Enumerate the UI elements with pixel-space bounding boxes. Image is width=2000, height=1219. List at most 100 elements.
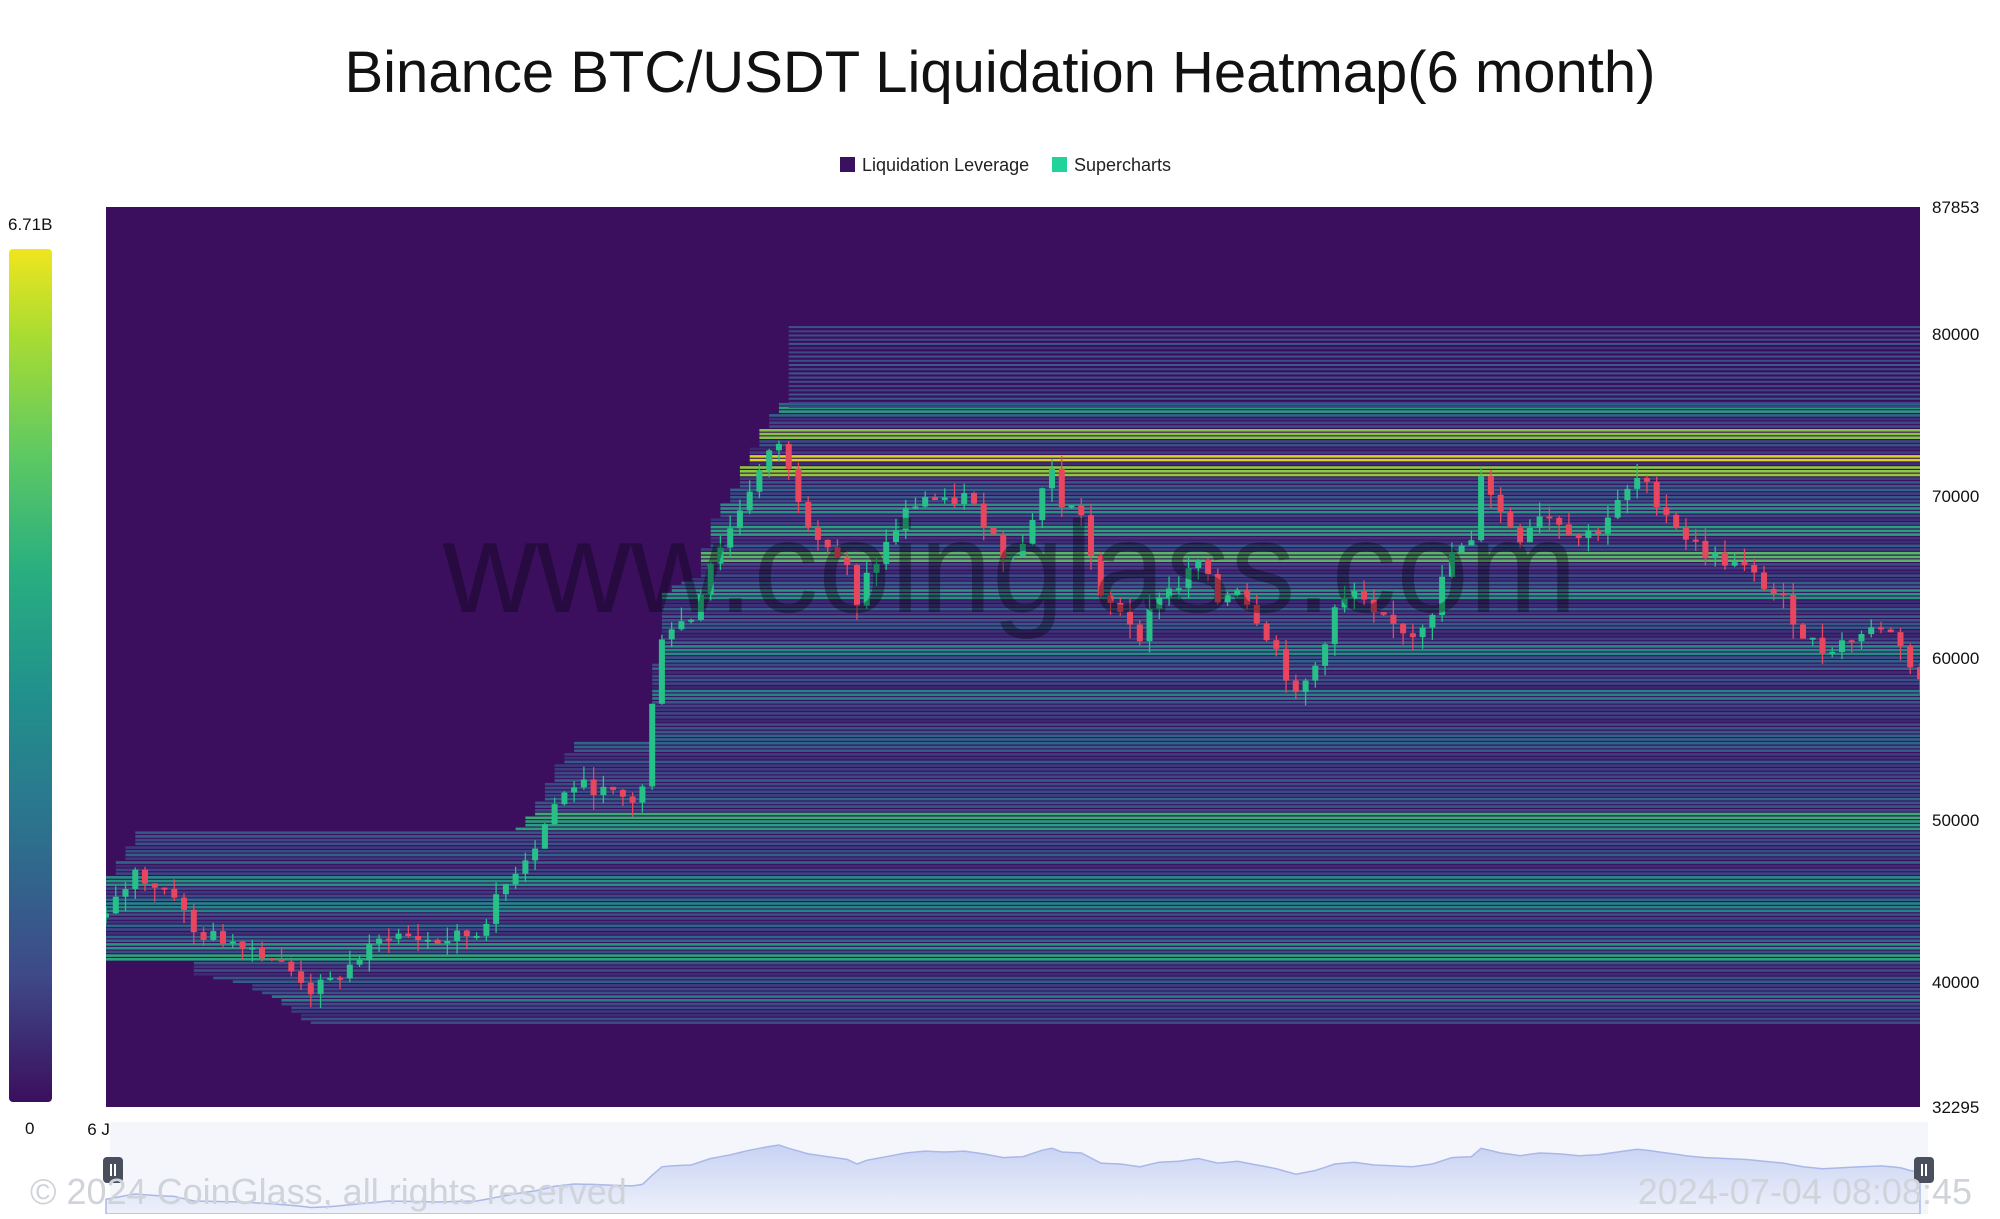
heat-band-53 bbox=[525, 823, 1920, 827]
heat-band-111 bbox=[661, 607, 1920, 611]
heat-band-146 bbox=[739, 477, 1920, 480]
candle-body-110 bbox=[1175, 588, 1182, 591]
heat-band-27 bbox=[106, 920, 1920, 924]
navigator-left-handle[interactable] bbox=[103, 1157, 123, 1183]
range-navigator[interactable] bbox=[103, 1122, 1934, 1215]
heat-band-155 bbox=[759, 443, 1920, 447]
y-tick-label-4: 50000 bbox=[1932, 811, 1979, 830]
candle-body-175 bbox=[1809, 637, 1816, 640]
heat-band-65 bbox=[554, 779, 1920, 782]
candle-body-174 bbox=[1800, 624, 1806, 639]
navigator-area bbox=[105, 1144, 1921, 1215]
candle-body-112 bbox=[1195, 559, 1202, 569]
candle-body-132 bbox=[1390, 614, 1397, 624]
heat-band-138 bbox=[720, 507, 1920, 510]
heat-band-86 bbox=[652, 701, 1920, 704]
candle-body-150 bbox=[1565, 524, 1572, 535]
legend-label-liquidation-leverage[interactable]: Liquidation Leverage bbox=[862, 155, 1029, 175]
candle-body-85 bbox=[932, 497, 938, 500]
candle-body-178 bbox=[1839, 640, 1845, 652]
y-tick-label-1: 80000 bbox=[1932, 325, 1979, 344]
heat-band-186 bbox=[788, 326, 1920, 329]
heat-band-35 bbox=[106, 891, 1920, 894]
candle-body-138 bbox=[1448, 552, 1455, 577]
legend-label-supercharts[interactable]: Supercharts bbox=[1074, 155, 1171, 175]
heat-band-2 bbox=[301, 1013, 1920, 1017]
heat-band-153 bbox=[749, 451, 1920, 454]
candle-body-140 bbox=[1468, 540, 1475, 546]
candle-body-107 bbox=[1146, 608, 1153, 642]
heat-band-124 bbox=[700, 559, 1920, 562]
heat-band-107 bbox=[661, 622, 1920, 626]
heat-band-39 bbox=[106, 876, 1920, 879]
heat-band-21 bbox=[106, 943, 1920, 946]
heat-band-19 bbox=[106, 950, 1920, 954]
candle-body-9 bbox=[190, 909, 197, 933]
candle-body-7 bbox=[171, 888, 178, 898]
heat-band-100 bbox=[661, 648, 1920, 652]
candle-body-97 bbox=[1049, 468, 1055, 489]
heat-band-88 bbox=[652, 693, 1920, 697]
heat-band-122 bbox=[700, 566, 1920, 570]
legend-swatch-supercharts[interactable] bbox=[1052, 157, 1067, 172]
candle-body-141 bbox=[1478, 476, 1485, 541]
candle-body-159 bbox=[1653, 481, 1660, 508]
candle-body-31 bbox=[405, 933, 412, 936]
heat-band-168 bbox=[788, 401, 1920, 404]
candle-body-64 bbox=[727, 528, 734, 548]
candle-body-120 bbox=[1273, 640, 1280, 649]
heat-band-37 bbox=[106, 883, 1920, 887]
heat-band-8 bbox=[262, 991, 1920, 995]
heat-band-85 bbox=[652, 704, 1920, 708]
heat-band-56 bbox=[535, 812, 1920, 816]
candle-body-146 bbox=[1526, 527, 1533, 543]
heat-band-41 bbox=[115, 868, 1920, 872]
heat-band-172 bbox=[788, 385, 1920, 388]
candle-body-39 bbox=[483, 923, 490, 936]
candle-body-23 bbox=[327, 977, 334, 980]
candle-body-91 bbox=[990, 527, 997, 535]
heat-band-66 bbox=[554, 775, 1920, 779]
heat-band-117 bbox=[671, 585, 1920, 589]
candle-body-185 bbox=[1907, 646, 1914, 668]
heat-band-129 bbox=[710, 540, 1920, 544]
heat-band-76 bbox=[652, 738, 1920, 741]
navigator-right-handle[interactable] bbox=[1914, 1157, 1934, 1183]
candle-body-53 bbox=[619, 789, 626, 797]
candle-body-29 bbox=[385, 938, 392, 941]
candle-body-49 bbox=[580, 779, 587, 788]
heat-band-1 bbox=[301, 1017, 1920, 1021]
heat-band-64 bbox=[544, 782, 1920, 786]
candle-body-28 bbox=[376, 938, 383, 944]
candle-body-139 bbox=[1458, 545, 1465, 553]
legend-swatch-liquidation-leverage[interactable] bbox=[840, 157, 855, 172]
candle-body-73 bbox=[814, 526, 821, 540]
heat-band-9 bbox=[252, 987, 1920, 991]
candle-body-151 bbox=[1575, 534, 1582, 538]
candle-body-76 bbox=[844, 557, 851, 565]
candle-body-61 bbox=[697, 594, 704, 620]
chart-title: Binance BTC/USDT Liquidation Heatmap(6 m… bbox=[344, 40, 1655, 105]
candle-body-106 bbox=[1136, 624, 1143, 642]
y-tick-label-0: 87853 bbox=[1932, 198, 1979, 217]
candle-body-17 bbox=[268, 958, 275, 961]
candle-body-119 bbox=[1263, 623, 1270, 641]
heat-band-61 bbox=[544, 794, 1920, 797]
candle-body-83 bbox=[912, 506, 919, 509]
candle-body-149 bbox=[1556, 517, 1563, 525]
heat-band-38 bbox=[106, 879, 1920, 883]
heat-band-43 bbox=[115, 861, 1920, 864]
candle-body-5 bbox=[151, 883, 158, 888]
candle-body-11 bbox=[210, 931, 217, 940]
heat-band-68 bbox=[554, 768, 1920, 771]
candle-body-144 bbox=[1507, 511, 1514, 527]
heat-band-160 bbox=[769, 425, 1920, 428]
heat-band-114 bbox=[661, 596, 1920, 600]
candle-body-6 bbox=[161, 887, 168, 890]
candle-body-36 bbox=[454, 930, 461, 941]
candle-body-79 bbox=[873, 563, 880, 573]
candle-body-8 bbox=[181, 897, 187, 910]
heat-band-24 bbox=[106, 932, 1920, 935]
heat-band-97 bbox=[661, 660, 1920, 663]
heat-band-31 bbox=[106, 905, 1920, 909]
